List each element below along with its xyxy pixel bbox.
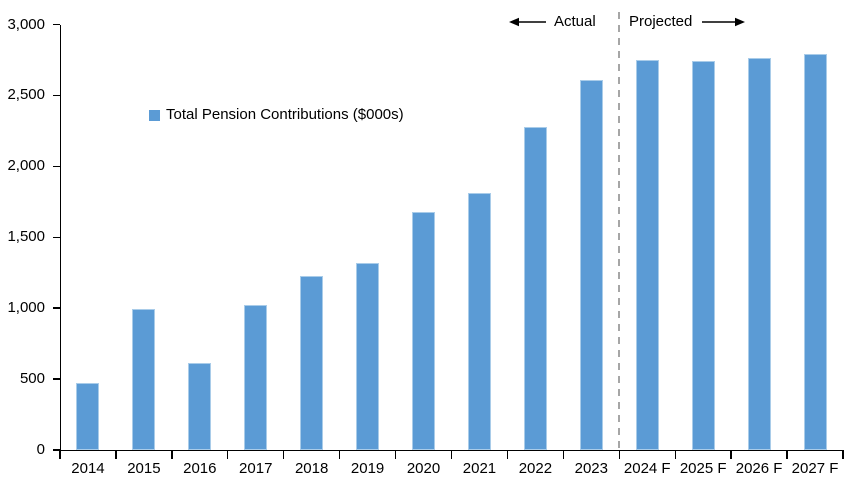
y-tick-label: 1,500 [7, 228, 45, 246]
y-axis-tick [53, 307, 60, 309]
x-axis-tick [115, 450, 117, 459]
x-axis-tick [730, 450, 732, 459]
x-tick-label: 2017 [239, 460, 273, 477]
bar-2024-f [635, 59, 659, 450]
projected-label: Projected [629, 13, 693, 30]
x-tick-label: 2015 [127, 460, 161, 477]
x-tick-label: 2026 F [735, 460, 783, 477]
bar-2019 [356, 262, 380, 450]
y-tick-label: 500 [19, 370, 45, 388]
x-tick-label: 2019 [350, 460, 385, 477]
y-axis-tick [53, 165, 60, 168]
projected-arrow-right-icon [702, 17, 745, 27]
bar-2015 [132, 308, 156, 450]
bar-2016 [188, 363, 212, 450]
x-tick-label: 2014 [71, 460, 105, 477]
bar-2020 [412, 211, 436, 450]
x-axis-tick [171, 450, 173, 459]
x-tick-label: 2023 [574, 460, 608, 477]
y-axis-line [60, 24, 62, 451]
bar-2025-f [691, 61, 715, 450]
actual-arrow-left-icon [509, 17, 546, 27]
y-axis-tick [53, 378, 60, 380]
x-tick-label: 2025 F [679, 460, 727, 477]
bar-2022 [523, 126, 547, 450]
x-tick-label: 2024 F [623, 460, 671, 477]
x-axis-tick [338, 450, 341, 459]
legend: Total Pension Contributions ($000s) [149, 106, 404, 124]
y-tick-label: 2,000 [7, 157, 45, 175]
x-axis-tick [842, 450, 844, 459]
x-axis-tick [674, 450, 676, 459]
y-axis-tick [53, 449, 60, 451]
x-tick-label: 2020 [406, 460, 441, 477]
x-axis-tick [283, 450, 285, 459]
x-axis-tick [394, 450, 397, 459]
y-tick-label: 3,000 [7, 15, 45, 33]
x-axis-tick [450, 450, 453, 459]
x-axis-tick [506, 450, 509, 459]
y-tick-label: 0 [36, 441, 45, 458]
y-tick-label: 1,000 [7, 299, 45, 317]
actual-label: Actual [554, 13, 596, 30]
x-tick-label: 2018 [294, 460, 329, 477]
bar-2023 [579, 79, 603, 450]
legend-swatch-icon [149, 109, 160, 121]
x-tick-label: 2022 [518, 460, 553, 477]
bar-2021 [467, 192, 491, 450]
bar-2018 [300, 275, 324, 450]
x-tick-label: 2027 F [791, 460, 839, 477]
x-axis-tick [786, 450, 788, 459]
bar-2026-f [747, 57, 771, 450]
x-axis-tick [562, 450, 565, 459]
y-tick-label: 2,500 [7, 86, 45, 104]
x-axis-tick [59, 450, 61, 459]
bar-2027-f [803, 54, 827, 450]
x-axis-tick [618, 450, 620, 459]
y-axis-tick [53, 236, 60, 238]
bar-2017 [244, 305, 268, 450]
x-axis-tick [227, 450, 229, 459]
x-tick-label: 2016 [183, 460, 217, 477]
y-axis-tick [53, 23, 60, 26]
x-tick-label: 2021 [462, 460, 497, 477]
x-axis-line [60, 449, 844, 451]
bar-2014 [76, 383, 100, 450]
legend-label: Total Pension Contributions ($000s) [166, 106, 404, 123]
actual-projected-divider-line [618, 12, 621, 450]
y-axis-tick [53, 94, 60, 97]
